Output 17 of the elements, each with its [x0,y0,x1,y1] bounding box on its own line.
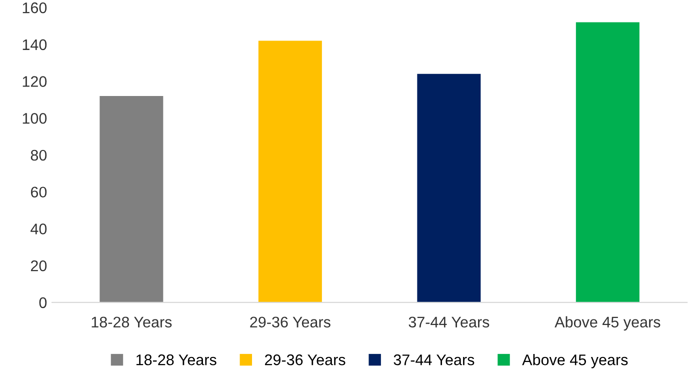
x-tick-label: 37-44 Years [408,316,490,328]
x-tick-label: 29-36 Years [250,316,330,328]
x-tick-label: Above 45 years [554,316,660,331]
y-tick-label: 160 [22,2,47,14]
y-tick-label: 20 [30,260,47,272]
y-tick-label: 120 [22,76,47,87]
legend-label: 18-28 Years [136,354,216,366]
y-tick-label: 100 [22,112,47,124]
legend-label: Above 45 years [522,354,628,368]
legend-label: 37-44 Years [394,354,474,366]
legend-label: 29-36 Years [265,354,346,366]
x-tick-label: 18-28 Years [92,316,172,328]
y-tick-label: 60 [30,186,47,198]
y-tick-label: 80 [30,150,47,161]
y-tick-label: 40 [30,224,47,234]
y-tick-label: 0 [39,297,47,308]
y-tick-label: 140 [22,39,47,50]
